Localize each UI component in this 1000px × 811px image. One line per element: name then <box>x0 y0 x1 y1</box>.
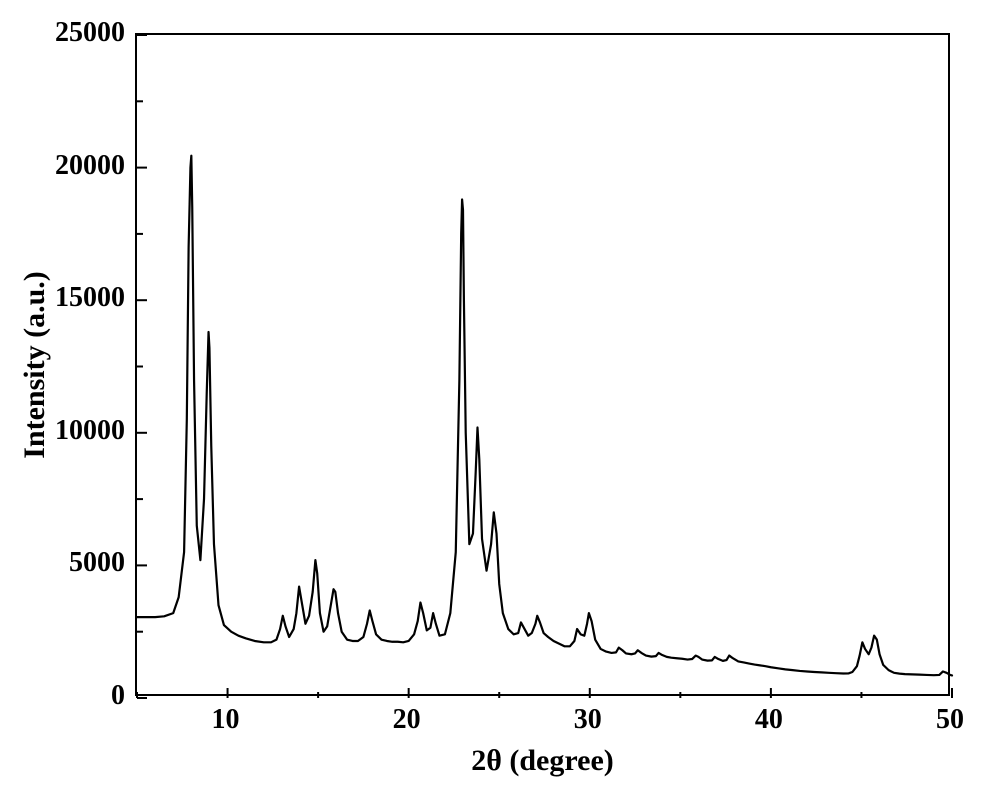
x-axis-label: 2θ (degree) <box>471 744 614 778</box>
plot-area <box>135 33 950 696</box>
x-tick-label: 40 <box>755 704 783 736</box>
xrd-trace <box>137 156 952 676</box>
x-tick-label: 50 <box>936 704 964 736</box>
y-tick-label: 5000 <box>69 547 125 579</box>
plot-svg <box>137 35 952 698</box>
y-tick-label: 15000 <box>55 282 125 314</box>
xrd-figure: Intensity (a.u.) 2θ (degree) 10203040500… <box>0 0 1000 811</box>
x-tick-label: 30 <box>574 704 602 736</box>
y-tick-label: 20000 <box>55 150 125 182</box>
y-tick-label: 0 <box>111 680 125 712</box>
y-tick-label: 10000 <box>55 415 125 447</box>
y-axis-label: Intensity (a.u.) <box>18 271 52 459</box>
x-tick-label: 10 <box>212 704 240 736</box>
x-tick-label: 20 <box>393 704 421 736</box>
y-tick-label: 25000 <box>55 17 125 49</box>
